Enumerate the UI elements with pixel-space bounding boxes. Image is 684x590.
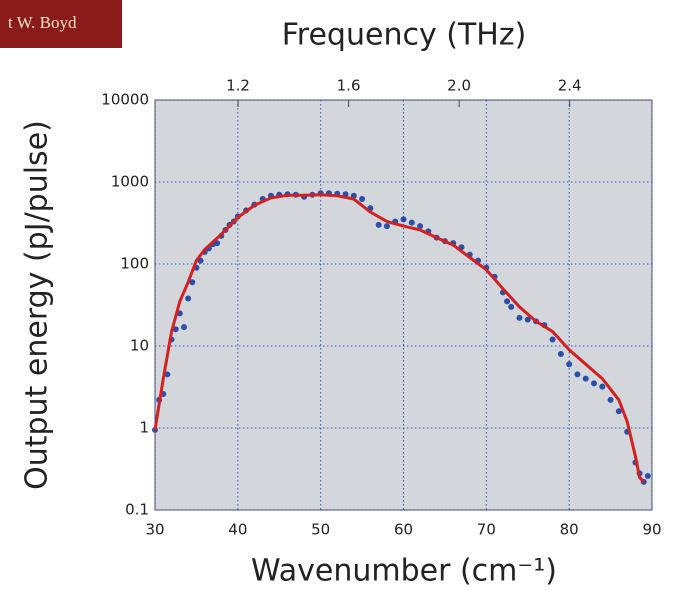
data-point [557, 350, 564, 357]
y-tick-label: 1 [139, 419, 149, 437]
y-tick-label: 0.1 [125, 501, 149, 519]
x-tick-label: 40 [228, 521, 247, 539]
data-point [607, 396, 614, 403]
data-point [504, 298, 511, 305]
data-point [400, 216, 407, 223]
x2-tick-label: 2.4 [558, 77, 582, 95]
data-point [214, 240, 221, 247]
y-tick-label: 1000 [111, 173, 149, 191]
x2-tick-label: 2.0 [447, 77, 471, 95]
data-point [417, 223, 424, 230]
x-tick-label: 60 [394, 521, 413, 539]
y-tick-label: 10000 [101, 91, 149, 109]
data-point [180, 324, 187, 331]
data-point [375, 221, 382, 228]
data-point [644, 472, 651, 479]
data-point [359, 196, 366, 203]
y-tick-label: 100 [120, 255, 149, 273]
logo-text: t W. Boyd [8, 13, 77, 32]
x-tick-label: 80 [560, 521, 579, 539]
y-axis-title: Output energy (pJ/pulse) [20, 120, 55, 490]
data-point [408, 219, 415, 226]
x-tick-label: 90 [642, 521, 661, 539]
x-tick-label: 30 [145, 521, 164, 539]
x2-tick-label: 1.6 [337, 77, 361, 95]
x2-axis-title: Frequency (THz) [282, 18, 527, 53]
fit-line [153, 193, 645, 483]
data-point [172, 326, 179, 333]
x-axis-title: Wavenumber (cm⁻¹) [251, 554, 557, 589]
data-point [185, 295, 192, 302]
data-point [383, 223, 390, 230]
x2-tick-label: 1.2 [226, 77, 250, 95]
data-point [516, 314, 523, 321]
data-point [508, 303, 515, 310]
data-point [164, 371, 171, 378]
data-point [566, 361, 573, 368]
data-point [599, 383, 606, 390]
data-point [574, 371, 581, 378]
x-tick-label: 70 [477, 521, 496, 539]
data-point [549, 336, 556, 343]
data-point [615, 408, 622, 415]
data-point [582, 375, 589, 382]
y-tick-label: 10 [130, 337, 149, 355]
data-point [591, 380, 598, 387]
x-tick-label: 50 [311, 521, 330, 539]
data-point [189, 279, 196, 286]
logo [0, 0, 122, 48]
data-point [524, 316, 531, 323]
